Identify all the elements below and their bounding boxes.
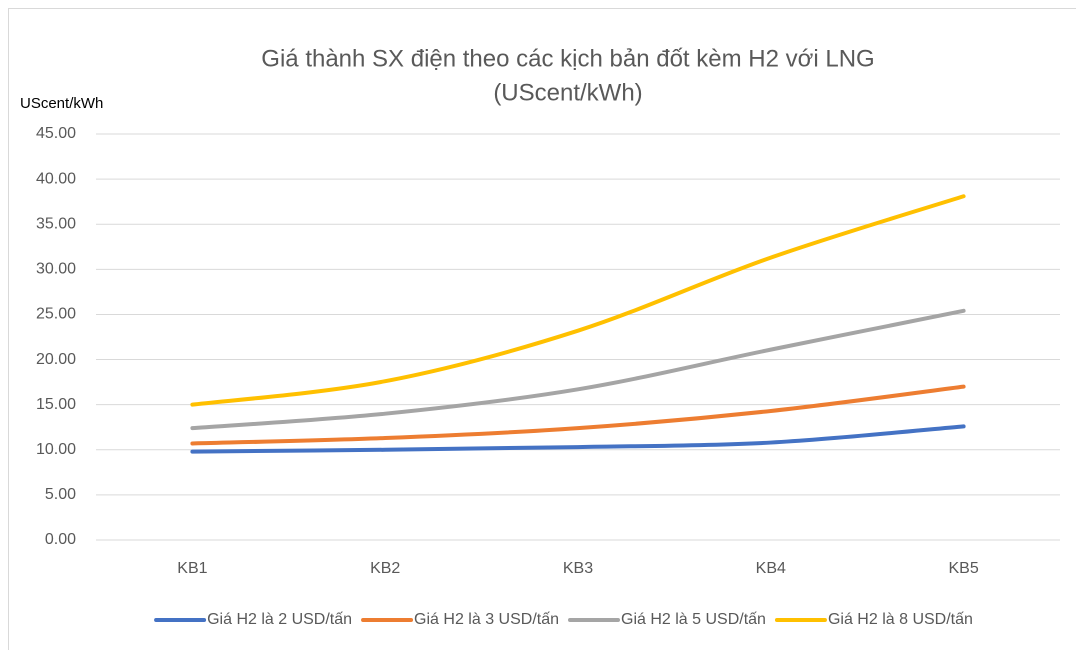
y-tick-label: 15.00	[36, 396, 76, 413]
legend-label: Giá H2 là 5 USD/tấn	[621, 611, 766, 628]
y-tick-label: 35.00	[36, 215, 76, 232]
y-tick-label: 40.00	[36, 170, 76, 187]
y-axis-label: UScent/kWh	[20, 95, 103, 112]
x-tick-label: KB4	[756, 560, 786, 577]
chart-title: (UScent/kWh)	[493, 79, 642, 106]
y-tick-label: 0.00	[45, 531, 76, 548]
chart-frame	[8, 8, 1076, 650]
y-tick-label: 30.00	[36, 261, 76, 278]
y-tick-label: 10.00	[36, 441, 76, 458]
legend-label: Giá H2 là 3 USD/tấn	[414, 611, 559, 628]
y-tick-label: 5.00	[45, 486, 76, 503]
x-tick-label: KB2	[370, 560, 400, 577]
y-tick-label: 20.00	[36, 351, 76, 368]
y-tick-label: 25.00	[36, 306, 76, 323]
series-line	[190, 424, 966, 454]
chart-title: Giá thành SX điện theo các kịch bản đốt …	[261, 45, 874, 72]
series-line	[190, 308, 966, 431]
x-tick-label: KB3	[563, 560, 593, 577]
x-tick-label: KB5	[948, 560, 978, 577]
series-line	[190, 194, 966, 407]
y-tick-label: 45.00	[36, 125, 76, 142]
x-tick-label: KB1	[177, 560, 207, 577]
legend-label: Giá H2 là 2 USD/tấn	[207, 611, 352, 628]
legend-label: Giá H2 là 8 USD/tấn	[828, 611, 973, 628]
series-line	[190, 384, 966, 446]
